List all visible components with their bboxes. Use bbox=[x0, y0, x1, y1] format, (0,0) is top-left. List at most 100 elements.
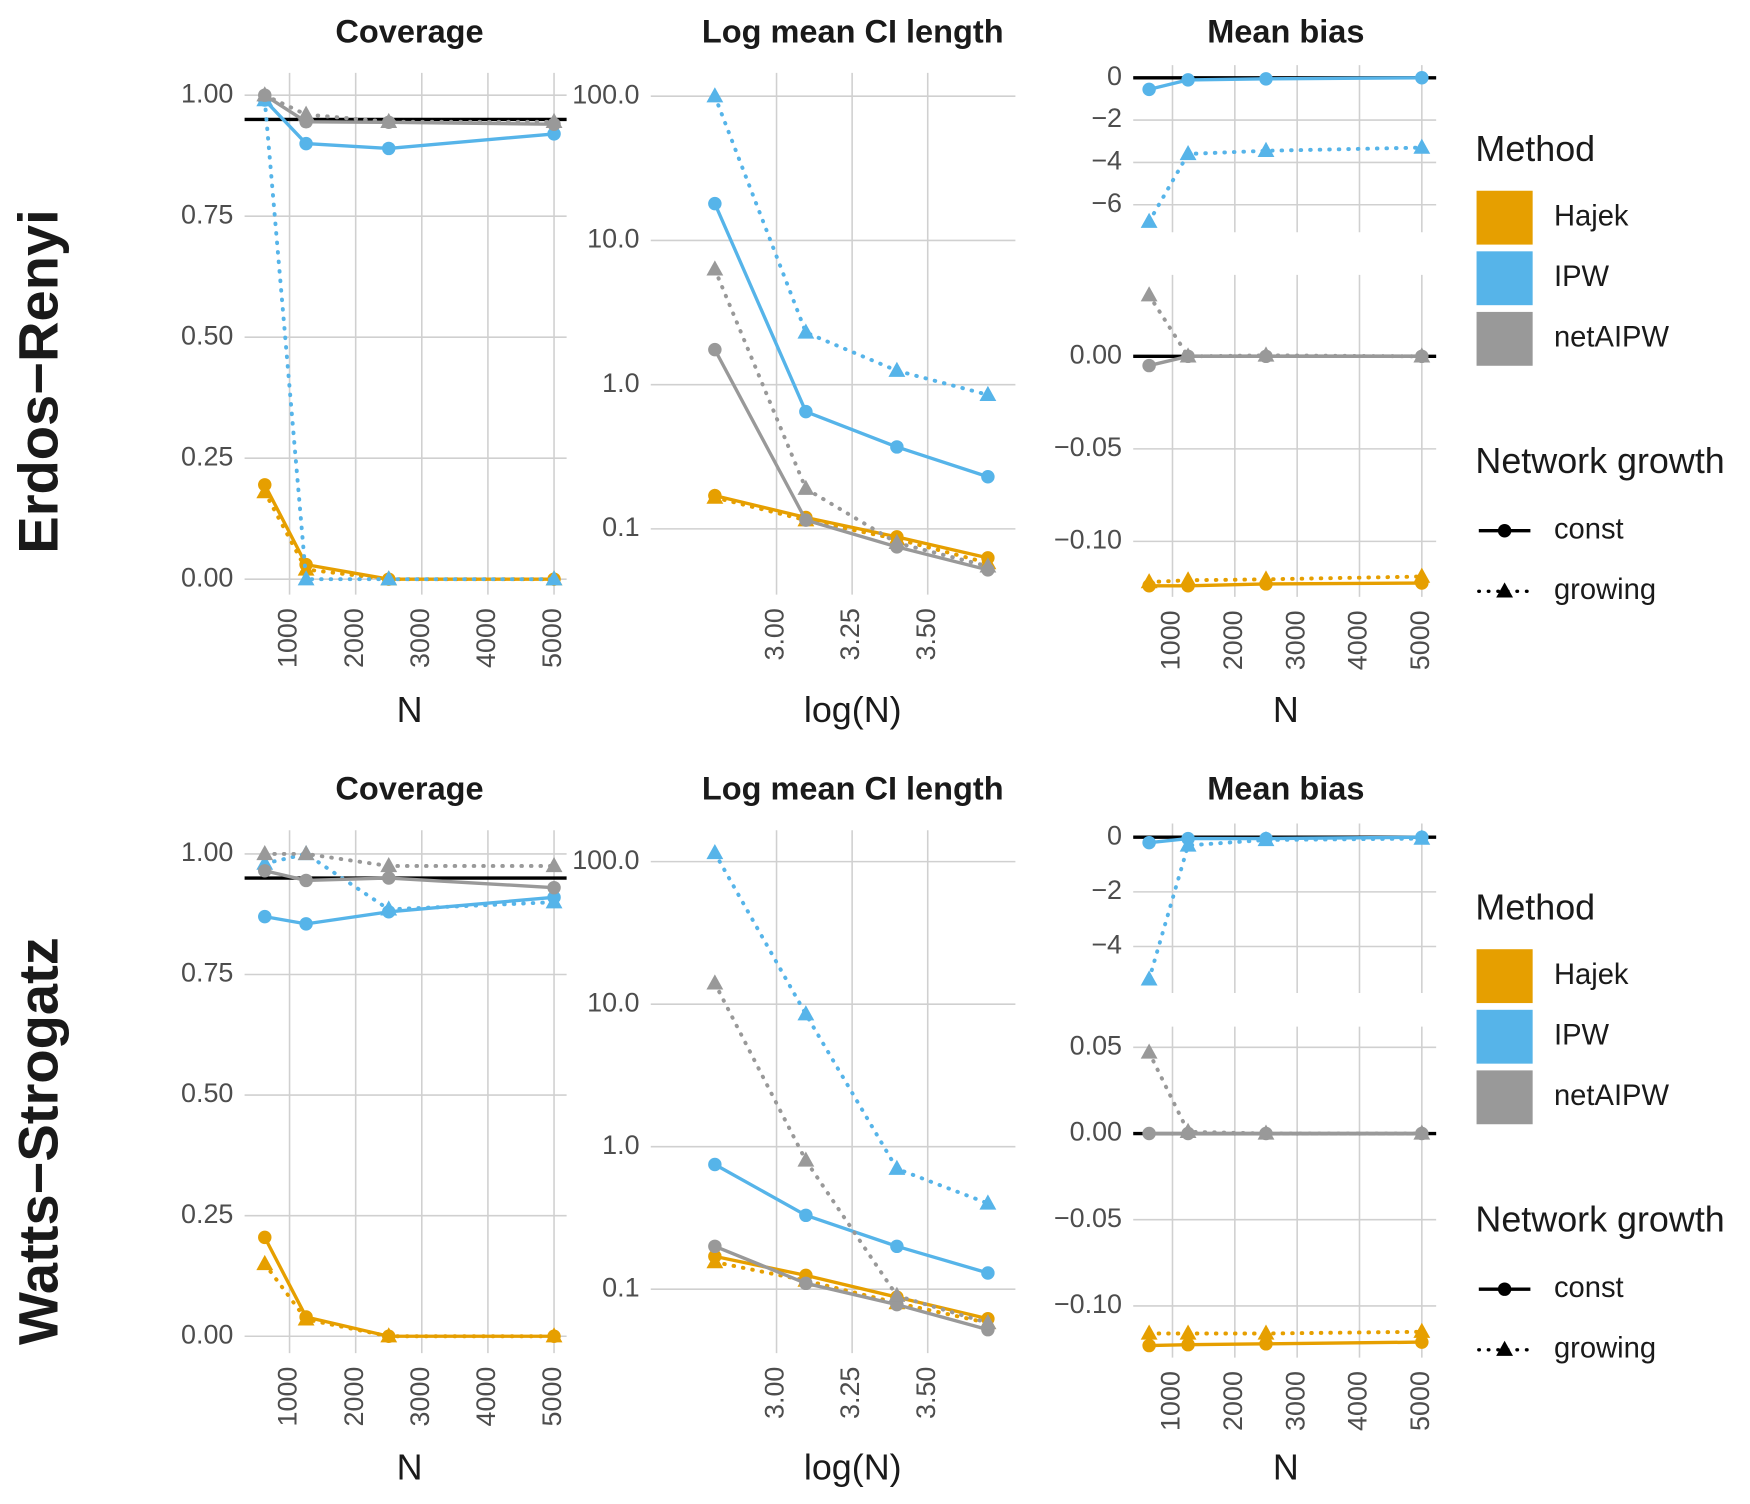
point-marker bbox=[1415, 1335, 1429, 1349]
point-marker bbox=[888, 533, 906, 550]
point-marker bbox=[1142, 1126, 1156, 1141]
panel-title: Mean bias bbox=[1207, 13, 1364, 49]
point-marker bbox=[382, 141, 396, 156]
legend-label: IPW bbox=[1554, 1019, 1610, 1051]
x-tick-label: 4000 bbox=[471, 1367, 501, 1427]
point-marker bbox=[1413, 567, 1431, 583]
legend-label: const bbox=[1554, 513, 1624, 545]
point-marker bbox=[256, 483, 274, 499]
point-marker bbox=[708, 342, 722, 357]
point-marker bbox=[888, 1159, 906, 1175]
point-marker bbox=[297, 570, 315, 586]
point-marker bbox=[797, 479, 815, 495]
series-line bbox=[712, 1260, 990, 1325]
point-marker bbox=[380, 900, 398, 916]
point-marker bbox=[799, 1208, 813, 1223]
point-marker bbox=[380, 1327, 398, 1343]
x-tick-label: 3.25 bbox=[835, 608, 865, 660]
legend-swatch bbox=[1476, 311, 1533, 366]
point-marker bbox=[1142, 358, 1156, 373]
y-tick-label: 0.00 bbox=[1070, 1117, 1122, 1147]
legend-key-marker bbox=[1496, 582, 1514, 598]
x-tick-label: 3.50 bbox=[911, 608, 941, 660]
x-tick-label: 3.00 bbox=[760, 1367, 790, 1419]
point-marker bbox=[706, 974, 724, 990]
series-line bbox=[714, 1163, 989, 1275]
point-marker bbox=[545, 112, 563, 128]
point-marker bbox=[380, 856, 398, 873]
x-tick-label: 2000 bbox=[339, 1367, 369, 1427]
y-tick-label: 0.25 bbox=[181, 441, 233, 471]
point-marker bbox=[1257, 141, 1275, 157]
x-tick-label: 3000 bbox=[1280, 1371, 1310, 1431]
y-tick-label: −4 bbox=[1091, 930, 1122, 960]
point-marker bbox=[299, 136, 313, 151]
x-tick-label: 1000 bbox=[1156, 610, 1186, 670]
x-tick-label: 5000 bbox=[1405, 1371, 1435, 1431]
y-tick-label: −0.05 bbox=[1054, 432, 1122, 462]
point-marker bbox=[297, 105, 315, 121]
panel: −0.10 −0.05 0.00 1000 2000 3000 4000 5000 N bbox=[1054, 274, 1437, 730]
point-marker bbox=[545, 856, 563, 873]
point-marker bbox=[1140, 970, 1158, 986]
x-tick-label: 3000 bbox=[405, 608, 435, 668]
point-marker bbox=[1257, 1124, 1275, 1140]
point-marker bbox=[1181, 73, 1195, 87]
point-marker bbox=[981, 469, 995, 484]
x-tick-label: 2000 bbox=[1218, 610, 1248, 670]
point-marker bbox=[256, 844, 274, 861]
panel-title: Coverage bbox=[335, 771, 483, 807]
row-label: Erdos−Renyi bbox=[6, 209, 69, 553]
y-tick-label: −6 bbox=[1091, 188, 1122, 218]
point-marker bbox=[258, 909, 272, 924]
point-marker bbox=[258, 1230, 272, 1245]
point-marker bbox=[979, 1313, 997, 1330]
legend-key-marker bbox=[1497, 523, 1512, 538]
legend-swatch bbox=[1476, 949, 1533, 1004]
y-tick-label: 1.00 bbox=[181, 837, 233, 867]
point-marker bbox=[890, 440, 904, 454]
point-marker bbox=[1140, 286, 1158, 302]
point-marker bbox=[297, 560, 315, 576]
point-marker bbox=[380, 112, 398, 128]
series-line bbox=[264, 895, 555, 926]
y-tick-label: −2 bbox=[1091, 103, 1122, 133]
point-marker bbox=[797, 1151, 815, 1167]
point-marker bbox=[547, 127, 561, 141]
point-marker bbox=[1257, 1324, 1275, 1340]
point-marker bbox=[1179, 1324, 1197, 1340]
y-tick-label: 1.0 bbox=[602, 368, 639, 398]
x-tick-label: 5000 bbox=[1405, 610, 1435, 670]
point-marker bbox=[799, 1276, 813, 1291]
legend-swatch bbox=[1476, 1070, 1533, 1125]
legend-label: netAIPW bbox=[1554, 1080, 1670, 1112]
point-marker bbox=[708, 1239, 722, 1254]
point-marker bbox=[256, 1254, 274, 1271]
x-tick-label: 5000 bbox=[537, 1367, 567, 1427]
series-line bbox=[1149, 1340, 1422, 1348]
y-tick-label: 1.00 bbox=[181, 78, 233, 108]
panel: −6 −4 −2 0 Mean bias bbox=[1091, 13, 1437, 233]
point-marker bbox=[979, 1194, 997, 1210]
panel: −4 −2 0 Mean bias bbox=[1091, 771, 1437, 993]
point-marker bbox=[1413, 347, 1431, 363]
point-marker bbox=[545, 570, 563, 586]
legend-label: netAIPW bbox=[1554, 322, 1670, 354]
x-tick-label: 1000 bbox=[1156, 1371, 1186, 1431]
y-tick-label: 0.75 bbox=[181, 199, 233, 229]
x-tick-label: 3.25 bbox=[835, 1367, 865, 1419]
y-tick-label: 0.25 bbox=[181, 1199, 233, 1229]
x-tick-label: 2000 bbox=[1218, 1371, 1248, 1431]
x-tick-label: 3000 bbox=[405, 1367, 435, 1427]
point-marker bbox=[706, 488, 724, 504]
point-marker bbox=[1140, 573, 1158, 589]
point-marker bbox=[1257, 830, 1275, 847]
point-marker bbox=[888, 1286, 906, 1302]
y-tick-label: −0.05 bbox=[1054, 1203, 1122, 1233]
series-line bbox=[263, 1236, 555, 1338]
y-tick-label: 0 bbox=[1107, 820, 1122, 850]
point-marker bbox=[799, 404, 813, 419]
